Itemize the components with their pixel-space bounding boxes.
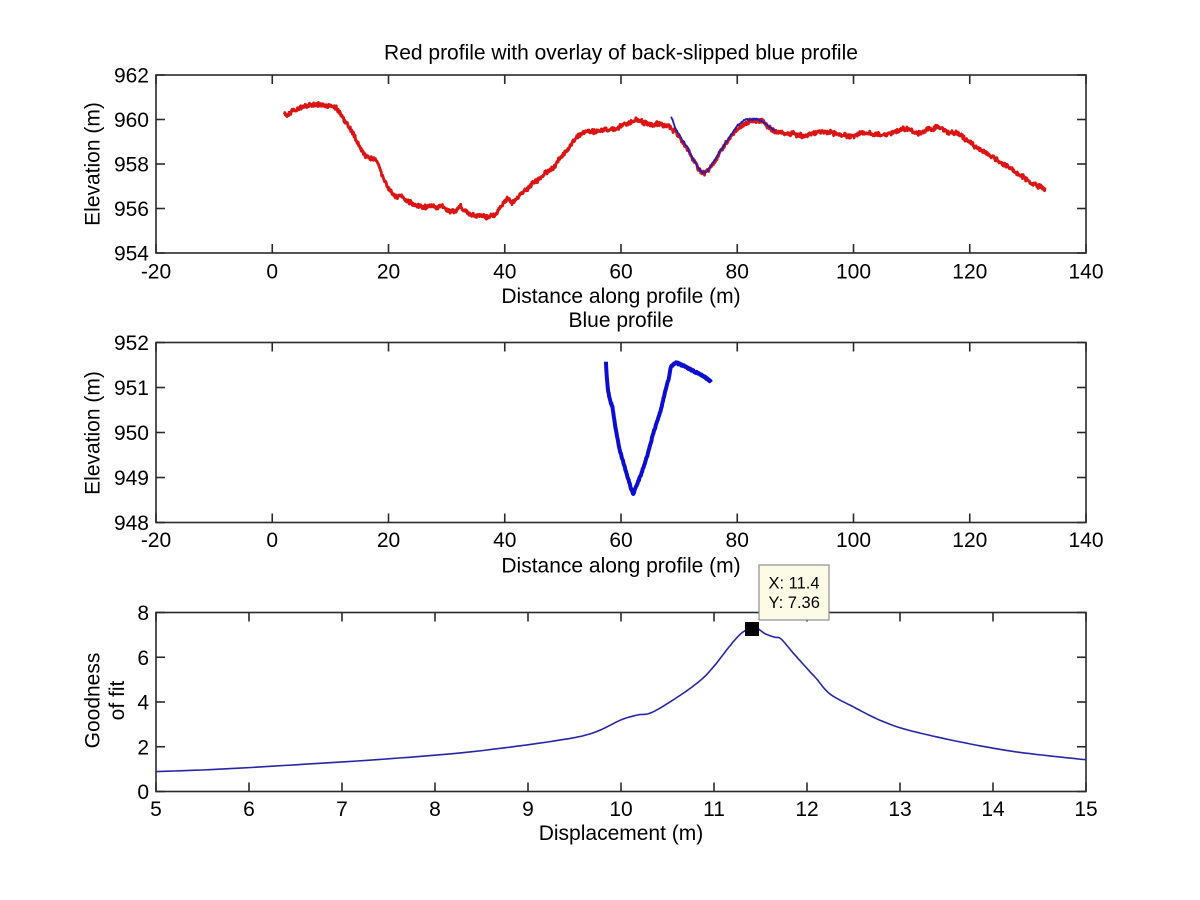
svg-text:80: 80 <box>726 529 749 552</box>
svg-text:962: 962 <box>114 65 149 88</box>
svg-text:of fit: of fit <box>106 680 129 720</box>
svg-text:954: 954 <box>114 243 149 266</box>
svg-text:8: 8 <box>429 798 441 821</box>
svg-text:14: 14 <box>981 798 1005 821</box>
svg-text:60: 60 <box>609 529 632 552</box>
svg-text:120: 120 <box>952 529 987 552</box>
svg-text:948: 948 <box>114 512 149 535</box>
svg-text:Red profile with overlay of ba: Red profile with overlay of back-slipped… <box>384 42 858 65</box>
svg-text:11: 11 <box>703 798 725 821</box>
svg-text:950: 950 <box>114 422 149 445</box>
svg-text:0: 0 <box>266 529 278 552</box>
svg-text:951: 951 <box>114 377 149 400</box>
svg-text:6: 6 <box>243 798 255 821</box>
svg-text:949: 949 <box>114 467 149 490</box>
svg-text:120: 120 <box>952 261 987 284</box>
svg-text:Distance along profile (m): Distance along profile (m) <box>501 555 740 578</box>
svg-text:956: 956 <box>114 198 149 221</box>
svg-text:-20: -20 <box>141 529 171 552</box>
svg-text:4: 4 <box>137 692 149 715</box>
svg-text:15: 15 <box>1074 798 1097 821</box>
svg-text:80: 80 <box>726 261 749 284</box>
svg-text:958: 958 <box>114 154 149 177</box>
svg-text:40: 40 <box>493 529 516 552</box>
svg-text:Elevation (m): Elevation (m) <box>82 371 105 495</box>
svg-text:Distance along profile (m): Distance along profile (m) <box>501 285 740 308</box>
svg-text:100: 100 <box>836 529 871 552</box>
svg-text:960: 960 <box>114 109 149 132</box>
svg-text:7: 7 <box>336 798 348 821</box>
svg-text:2: 2 <box>137 736 149 759</box>
svg-text:Y: 7.36: Y: 7.36 <box>769 594 820 612</box>
svg-text:140: 140 <box>1068 261 1103 284</box>
svg-text:5: 5 <box>150 798 162 821</box>
svg-text:9: 9 <box>522 798 534 821</box>
svg-text:0: 0 <box>137 781 149 804</box>
svg-text:952: 952 <box>114 332 149 355</box>
svg-text:12: 12 <box>795 798 818 821</box>
svg-text:Elevation (m): Elevation (m) <box>82 102 105 226</box>
svg-text:Goodness: Goodness <box>82 653 105 749</box>
svg-text:8: 8 <box>137 602 149 625</box>
svg-text:-20: -20 <box>141 261 171 284</box>
svg-text:20: 20 <box>377 529 400 552</box>
svg-text:Blue profile: Blue profile <box>568 309 673 332</box>
svg-text:X: 11.4: X: 11.4 <box>769 575 820 593</box>
svg-text:100: 100 <box>836 261 871 284</box>
svg-text:20: 20 <box>377 261 400 284</box>
svg-text:13: 13 <box>888 798 911 821</box>
svg-text:6: 6 <box>137 647 149 670</box>
svg-text:140: 140 <box>1068 529 1103 552</box>
svg-text:60: 60 <box>609 261 632 284</box>
svg-text:Displacement (m): Displacement (m) <box>539 822 704 845</box>
svg-text:0: 0 <box>266 261 278 284</box>
svg-text:40: 40 <box>493 261 516 284</box>
svg-text:10: 10 <box>609 798 632 821</box>
